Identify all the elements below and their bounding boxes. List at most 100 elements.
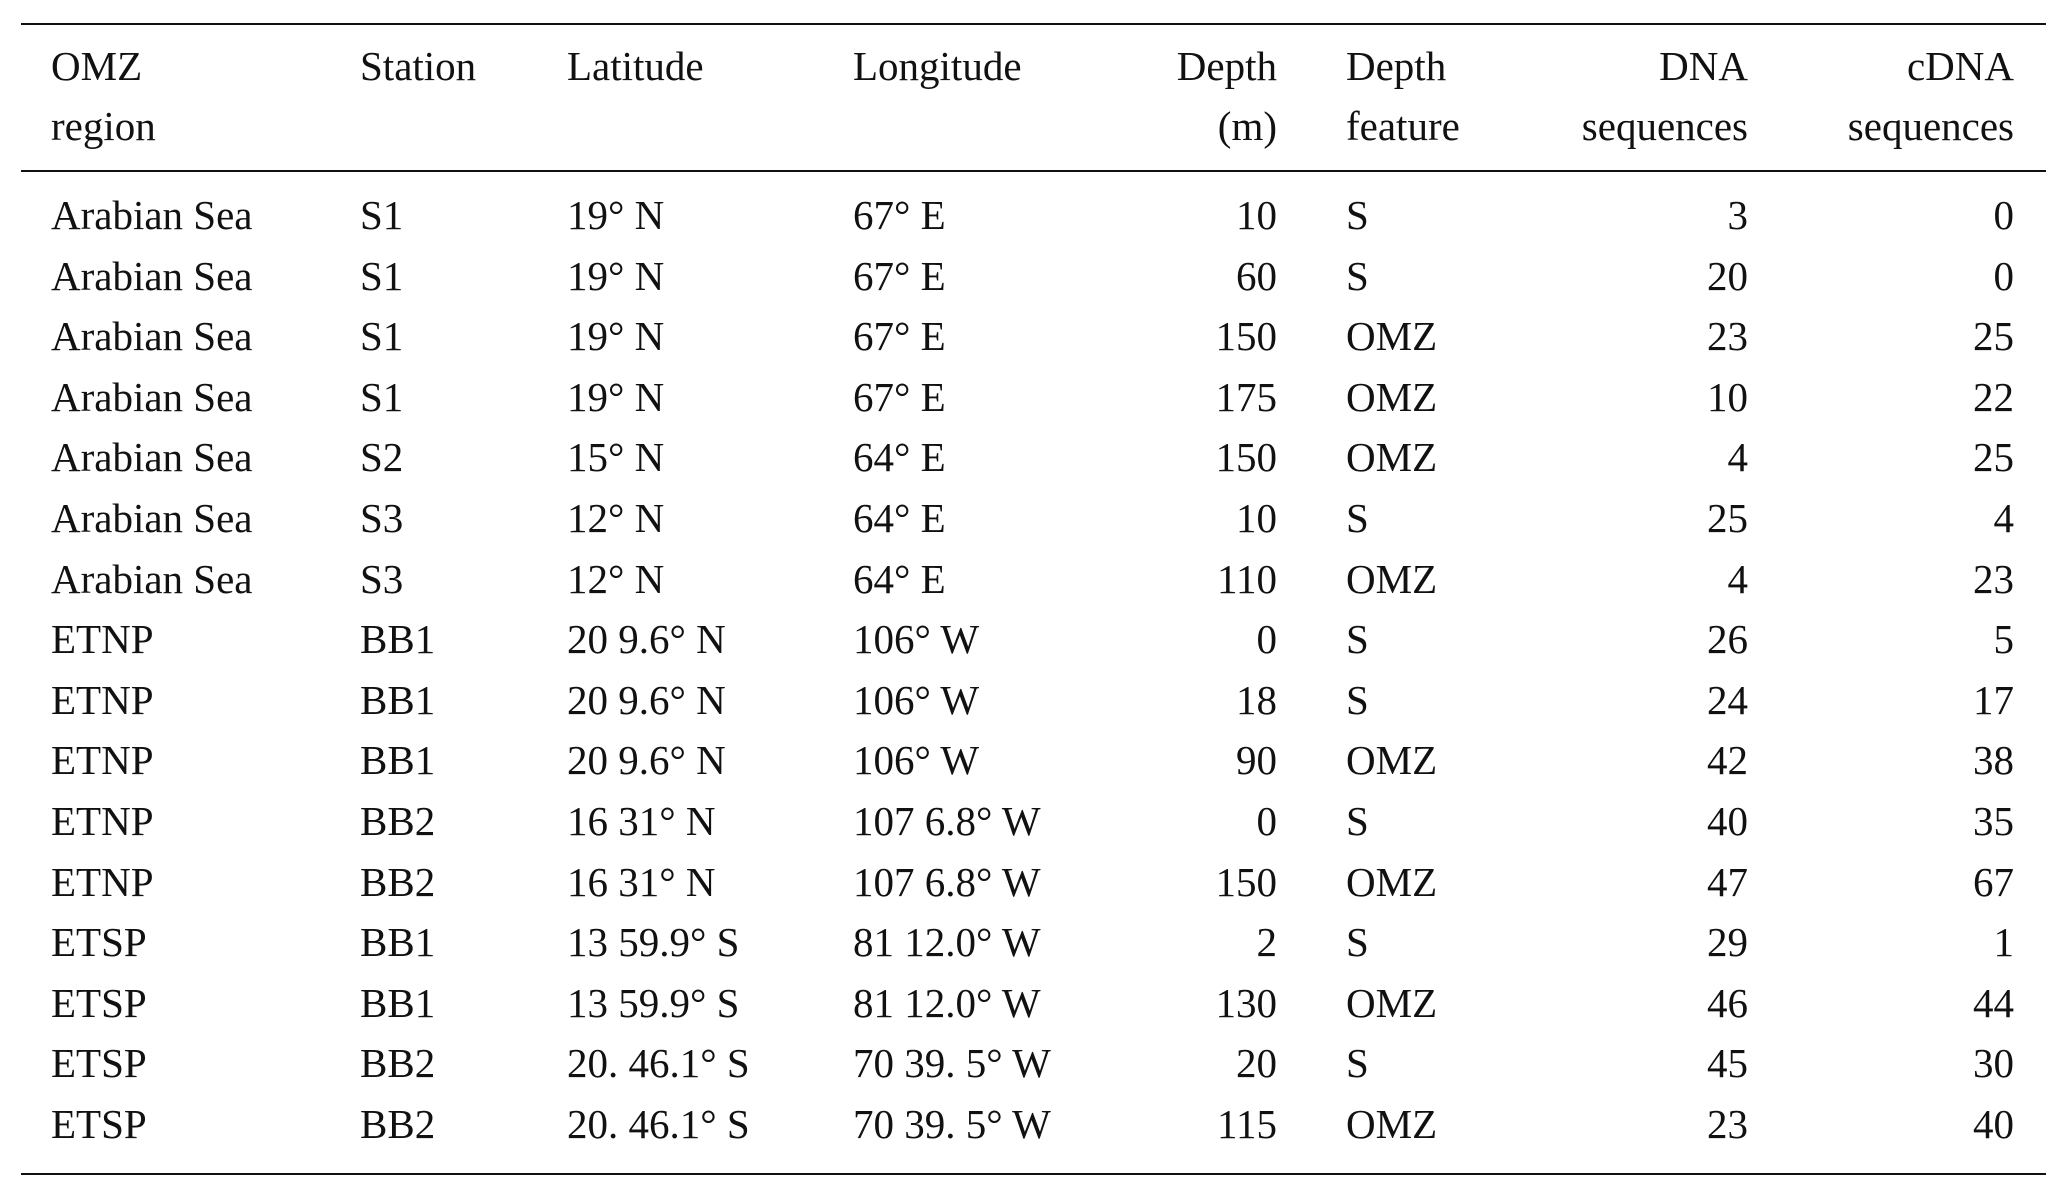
- cell-latitude: 19° N: [567, 252, 665, 299]
- cell-cdna-sequences: 38: [1973, 737, 2014, 784]
- cell-longitude: 64° E: [853, 494, 946, 541]
- cell-longitude: 81 12.0° W: [853, 919, 1041, 966]
- cell-omz-region: ETNP: [51, 616, 154, 663]
- cell-omz-region: ETSP: [51, 1100, 147, 1147]
- cell-station: BB2: [360, 1040, 436, 1087]
- cell-latitude: 20 9.6° N: [567, 616, 726, 663]
- cell-depth: 175: [1215, 373, 1278, 420]
- cell-depth-feature: S: [1346, 494, 1369, 541]
- cell-dna-sequences: 29: [1707, 919, 1748, 966]
- cell-dna-sequences: 24: [1707, 676, 1748, 723]
- header-line: DNA: [1659, 43, 1748, 89]
- cell-dna-sequences: 23: [1707, 313, 1748, 360]
- cell-depth: 0: [1256, 797, 1278, 844]
- cell-latitude: 16 31° N: [567, 858, 716, 905]
- cell-depth: 150: [1215, 434, 1278, 481]
- cell-station: BB2: [360, 797, 436, 844]
- top-rule: [21, 23, 2046, 25]
- cell-longitude: 64° E: [853, 555, 946, 602]
- header-line: cDNA: [1906, 43, 2014, 89]
- cell-latitude: 19° N: [567, 313, 665, 360]
- table-body: Arabian Sea S1 19° N 67° E 10 S 3 0 Arabian Sea S…: [51, 185, 2014, 1155]
- cell-longitude: 67° E: [853, 373, 946, 420]
- cell-longitude: 107 6.8° W: [853, 858, 1041, 905]
- cell-station: S1: [360, 192, 404, 238]
- cell-longitude: 106° W: [853, 737, 980, 784]
- cell-dna-sequences: 40: [1707, 797, 1748, 844]
- cell-dna-sequences: 3: [1727, 192, 1749, 238]
- cell-latitude: 20. 46.1° S: [567, 1100, 750, 1147]
- cell-latitude: 12° N: [567, 555, 665, 602]
- cell-cdna-sequences: 1: [1993, 919, 2015, 966]
- header-line: [567, 96, 853, 156]
- cell-depth-feature: S: [1346, 252, 1369, 299]
- cell-cdna-sequences: 0: [1993, 192, 2015, 238]
- cell-omz-region: Arabian Sea: [51, 373, 253, 420]
- cell-longitude: 67° E: [853, 192, 946, 238]
- cell-latitude: 16 31° N: [567, 797, 716, 844]
- header-depth-feature: Depth feature: [1277, 36, 1526, 156]
- cell-depth: 150: [1215, 313, 1278, 360]
- header-dna-sequences: DNA sequences: [1526, 36, 1748, 156]
- cell-depth: 110: [1217, 555, 1277, 602]
- header-line: sequences: [1581, 103, 1748, 149]
- cell-station: BB2: [360, 858, 436, 905]
- header-rule: [21, 170, 2046, 172]
- cell-dna-sequences: 4: [1727, 434, 1749, 481]
- cell-omz-region: Arabian Sea: [51, 494, 253, 541]
- cell-station: BB1: [360, 616, 436, 663]
- header-latitude: Latitude: [567, 36, 853, 156]
- cell-depth-feature: S: [1346, 616, 1369, 663]
- cell-omz-region: Arabian Sea: [51, 252, 253, 299]
- header-omz-region: OMZ region: [51, 36, 360, 156]
- header-line: feature: [1346, 103, 1460, 149]
- cell-cdna-sequences: 22: [1973, 373, 2014, 420]
- cell-omz-region: ETNP: [51, 858, 154, 905]
- cell-omz-region: ETSP: [51, 919, 147, 966]
- cell-dna-sequences: 23: [1707, 1100, 1748, 1147]
- cell-cdna-sequences: 30: [1973, 1040, 2014, 1087]
- cell-cdna-sequences: 40: [1973, 1100, 2014, 1147]
- cell-latitude: 19° N: [567, 373, 665, 420]
- header-station: Station: [360, 36, 567, 156]
- cell-latitude: 13 59.9° S: [567, 919, 740, 966]
- cell-longitude: 67° E: [853, 252, 946, 299]
- cell-depth-feature: S: [1346, 1040, 1369, 1087]
- cell-dna-sequences: 26: [1707, 616, 1748, 663]
- cell-omz-region: Arabian Sea: [51, 434, 253, 481]
- cell-depth: 115: [1217, 1100, 1277, 1147]
- cell-omz-region: ETNP: [51, 737, 154, 784]
- cell-station: BB2: [360, 1100, 436, 1147]
- cell-latitude: 13 59.9° S: [567, 979, 740, 1026]
- cell-omz-region: ETSP: [51, 979, 147, 1026]
- header-line: Latitude: [567, 43, 704, 89]
- cell-station: S3: [360, 494, 404, 541]
- cell-omz-region: ETNP: [51, 676, 154, 723]
- header-line: Depth: [1176, 43, 1277, 89]
- cell-dna-sequences: 47: [1707, 858, 1748, 905]
- header-line: Longitude: [853, 43, 1022, 89]
- cell-omz-region: Arabian Sea: [51, 192, 253, 238]
- cell-depth: 20: [1236, 1040, 1277, 1087]
- cell-longitude: 70 39. 5° W: [853, 1100, 1051, 1147]
- cell-longitude: 81 12.0° W: [853, 979, 1041, 1026]
- cell-depth-feature: OMZ: [1346, 858, 1438, 905]
- cell-station: S1: [360, 252, 404, 299]
- cell-depth-feature: OMZ: [1346, 313, 1438, 360]
- cell-latitude: 20 9.6° N: [567, 737, 726, 784]
- cell-dna-sequences: 4: [1727, 555, 1749, 602]
- cell-longitude: 64° E: [853, 434, 946, 481]
- cell-depth: 90: [1236, 737, 1277, 784]
- header-line: (m): [1217, 103, 1277, 149]
- cell-omz-region: Arabian Sea: [51, 313, 253, 360]
- cell-latitude: 12° N: [567, 494, 665, 541]
- header-depth: Depth (m): [1100, 36, 1277, 156]
- table-header: OMZ region Station Latitude Longitude Dept…: [51, 36, 2014, 156]
- cell-longitude: 107 6.8° W: [853, 797, 1041, 844]
- cell-cdna-sequences: 67: [1973, 858, 2014, 905]
- cell-omz-region: ETNP: [51, 797, 154, 844]
- cell-depth: 2: [1256, 919, 1278, 966]
- cell-depth-feature: S: [1346, 919, 1369, 966]
- cell-station: S1: [360, 373, 404, 420]
- cell-depth-feature: OMZ: [1346, 737, 1438, 784]
